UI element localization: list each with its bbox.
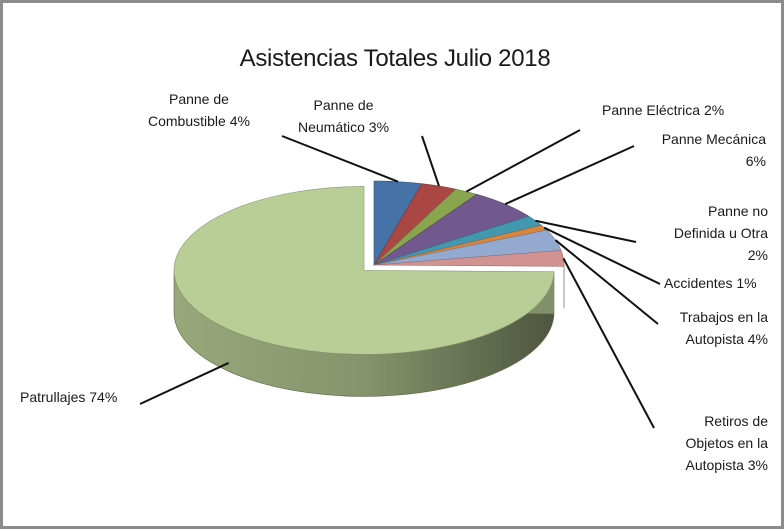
- data-label-mecanica-line1: Panne Mecánica: [661, 131, 766, 147]
- leader-line-no-definida: [535, 219, 637, 243]
- data-label-retiros: Retiros de Objetos en la Autopista 3%: [640, 410, 769, 476]
- data-label-trabajos-line2: Autopista 4%: [685, 331, 769, 347]
- leader-line-electrica: [465, 129, 581, 193]
- leader-line-neumatico: [421, 135, 440, 187]
- data-label-trabajos-line1: Trabajos en la: [679, 309, 768, 325]
- data-label-patrullajes-line1: Patrullajes 74%: [20, 389, 118, 405]
- chart-title: Asistencias Totales Julio 2018: [239, 45, 551, 72]
- leader-line-combustible: [281, 135, 399, 183]
- data-label-mecanica-line2: 6%: [745, 153, 766, 169]
- data-label-retiros-line3: Autopista 3%: [685, 457, 769, 473]
- data-label-electrica: Panne Eléctrica 2%: [602, 99, 724, 121]
- leader-line-accidentes: [543, 226, 661, 285]
- leader-line-patrullajes: [139, 362, 230, 405]
- leader-line-mecanica: [504, 145, 635, 206]
- data-label-retiros-line2: Objetos en la: [685, 435, 769, 451]
- data-label-trabajos: Trabajos en la Autopista 4%: [640, 306, 768, 350]
- data-label-combustible: Panne de Combustible 4%: [148, 88, 250, 132]
- slice-patrullajes: [173, 186, 555, 355]
- leader-line-trabajos: [554, 239, 659, 325]
- leader-line-retiros: [562, 257, 655, 429]
- data-label-no-definida-line2: Definida u Otra: [673, 225, 768, 241]
- data-label-no-definida-line3: 2%: [747, 247, 768, 263]
- data-label-no-definida-line1: Panne no: [708, 203, 768, 219]
- data-label-neumatico-line1: Panne de: [313, 97, 374, 113]
- data-label-combustible-line1: Panne de: [168, 91, 229, 107]
- data-label-electrica-line1: Panne Eléctrica 2%: [602, 102, 725, 118]
- data-label-accidentes: Accidentes 1%: [664, 272, 757, 294]
- data-label-no-definida: Panne no Definida u Otra 2%: [640, 200, 768, 266]
- data-label-neumatico: Panne de Neumático 3%: [298, 94, 389, 138]
- data-label-mecanica: Panne Mecánica 6%: [640, 128, 766, 172]
- data-label-retiros-line1: Retiros de: [704, 413, 768, 429]
- data-label-accidentes-line1: Accidentes 1%: [664, 275, 757, 291]
- data-label-neumatico-line2: Neumático 3%: [298, 119, 390, 135]
- data-label-combustible-line2: Combustible 4%: [148, 113, 250, 129]
- data-label-patrullajes: Patrullajes 74%: [20, 386, 117, 408]
